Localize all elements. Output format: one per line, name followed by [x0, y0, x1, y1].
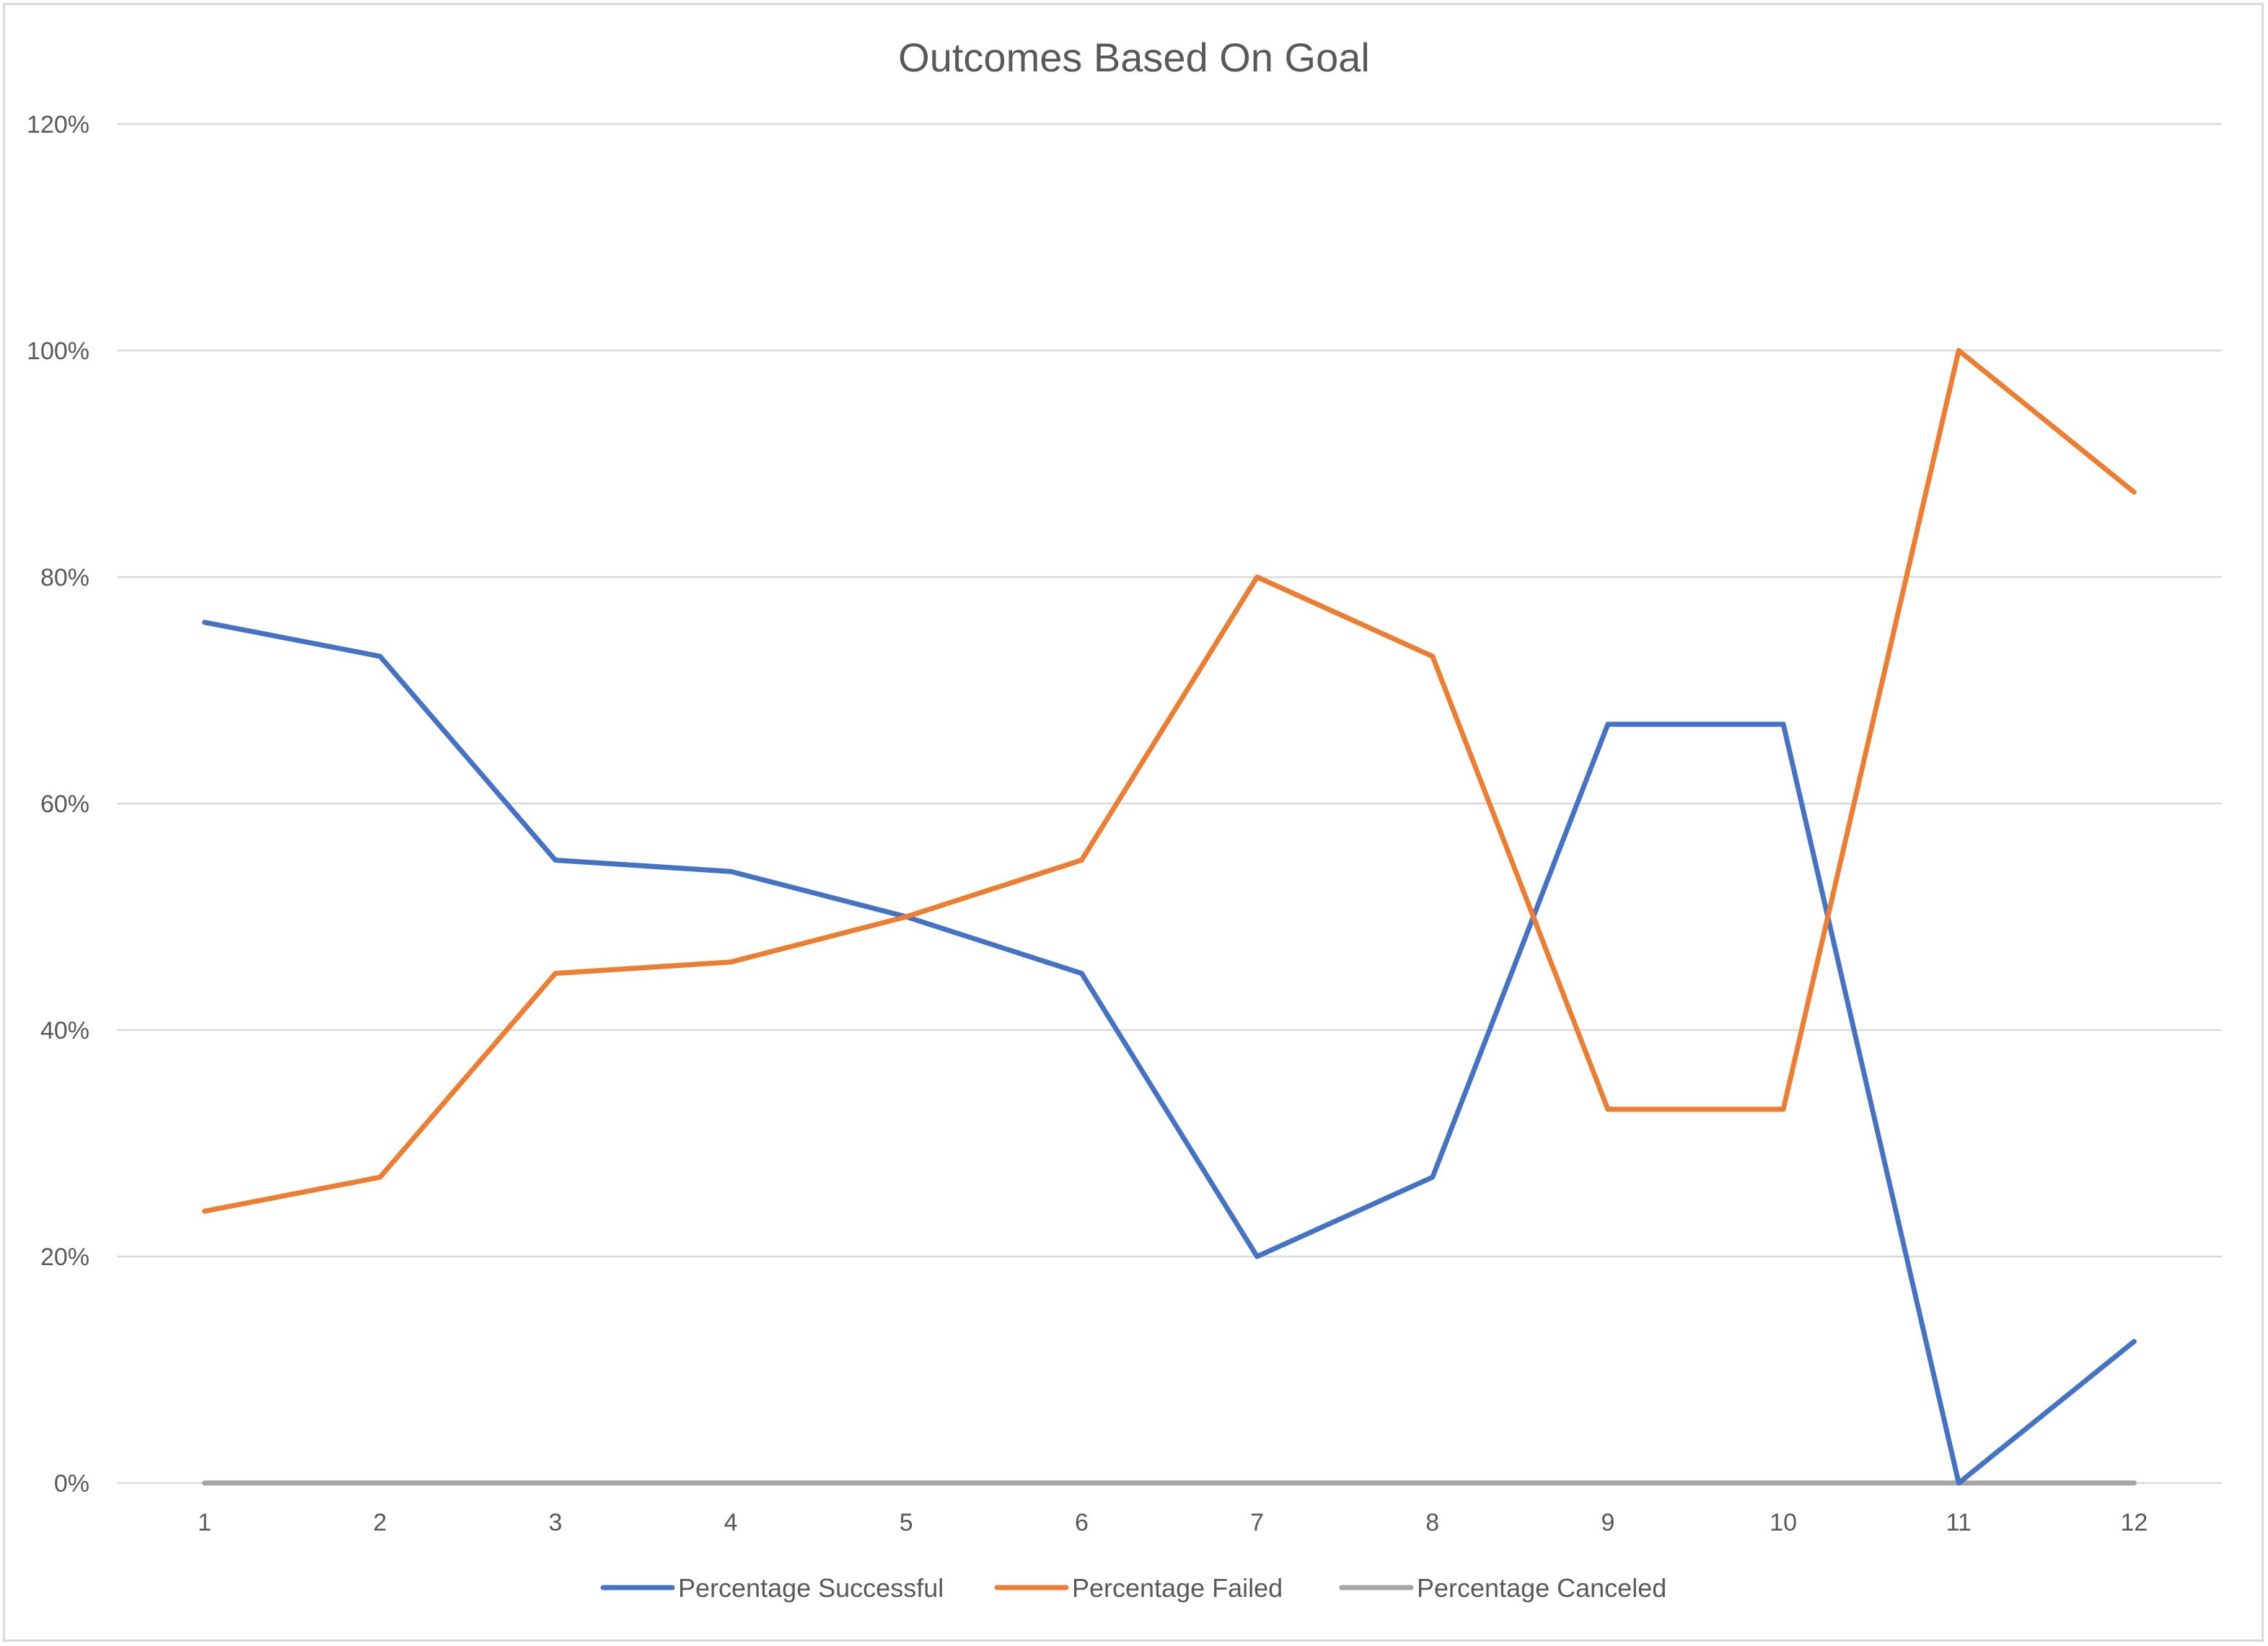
x-tick-label: 9 [1601, 1509, 1614, 1536]
x-tick-label: 6 [1075, 1509, 1089, 1536]
x-tick-label: 10 [1770, 1509, 1797, 1536]
series-line-percentage-failed [202, 348, 2137, 1214]
x-tick-label: 12 [2121, 1509, 2148, 1536]
y-tick-label: 120% [27, 111, 89, 138]
x-tick-label: 1 [198, 1509, 211, 1536]
chart-title: Outcomes Based On Goal [898, 35, 1370, 80]
x-tick-label: 2 [373, 1509, 387, 1536]
chart-frame [3, 3, 2264, 1642]
series-line-percentage-successful [202, 620, 2137, 1486]
x-tick-label: 8 [1425, 1509, 1439, 1536]
legend-label: Percentage Successful [678, 1573, 944, 1603]
legend: Percentage Successful Percentage Failed Pe… [600, 1573, 1666, 1603]
y-tick-label: 0% [54, 1470, 89, 1497]
y-tick-label: 40% [40, 1017, 89, 1044]
series-lines [202, 348, 2137, 1486]
x-tick-label: 5 [900, 1509, 913, 1536]
y-axis-tick-labels: 0% 20% 40% 60% 80% 100% 120% [27, 111, 89, 1497]
x-tick-label: 11 [1946, 1509, 1972, 1536]
x-tick-label: 4 [724, 1509, 738, 1536]
y-tick-label: 80% [40, 564, 89, 591]
legend-label: Percentage Failed [1072, 1573, 1283, 1603]
x-tick-label: 3 [548, 1509, 562, 1536]
legend-label: Percentage Canceled [1417, 1573, 1666, 1603]
gridlines [117, 123, 2222, 1484]
x-tick-label: 7 [1250, 1509, 1264, 1536]
x-axis-tick-labels: 1 2 3 4 5 6 7 8 9 10 11 12 [198, 1509, 2148, 1536]
y-tick-label: 100% [27, 338, 89, 365]
y-tick-label: 60% [40, 791, 89, 818]
y-tick-label: 20% [40, 1244, 89, 1271]
